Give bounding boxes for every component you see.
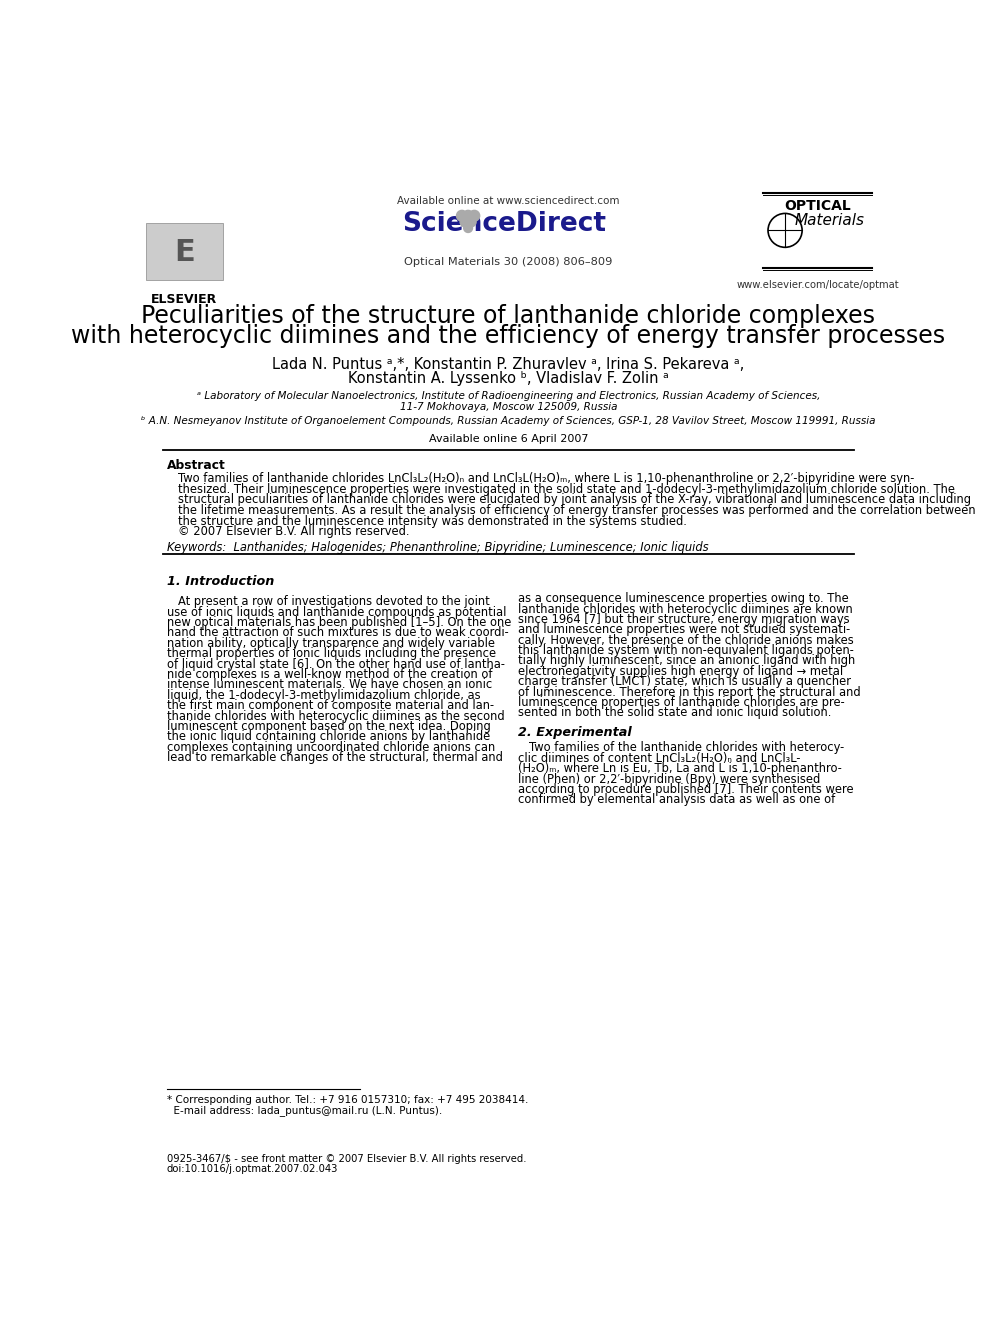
- Text: luminescent component based on the next idea. Doping: luminescent component based on the next …: [167, 720, 490, 733]
- Text: 2. Experimental: 2. Experimental: [518, 726, 632, 740]
- Text: this lanthanide system with non-equivalent ligands poten-: this lanthanide system with non-equivale…: [518, 644, 853, 658]
- Text: 0925-3467/$ - see front matter © 2007 Elsevier B.V. All rights reserved.: 0925-3467/$ - see front matter © 2007 El…: [167, 1155, 526, 1164]
- Text: Lada N. Puntus ᵃ,*, Konstantin P. Zhuravlev ᵃ, Irina S. Pekareva ᵃ,: Lada N. Puntus ᵃ,*, Konstantin P. Zhurav…: [272, 357, 745, 372]
- Bar: [146, 224, 223, 280]
- Text: since 1964 [7] but their structure, energy migration ways: since 1964 [7] but their structure, ener…: [518, 613, 849, 626]
- Text: * Corresponding author. Tel.: +7 916 0157310; fax: +7 495 2038414.: * Corresponding author. Tel.: +7 916 015…: [167, 1095, 528, 1105]
- Text: ᵇ A.N. Nesmeyanov Institute of Organoelement Compounds, Russian Academy of Scien: ᵇ A.N. Nesmeyanov Institute of Organoele…: [141, 415, 876, 426]
- Text: intense luminescent materials. We have chosen an ionic: intense luminescent materials. We have c…: [167, 679, 492, 692]
- Text: thermal properties of ionic liquids including the presence: thermal properties of ionic liquids incl…: [167, 647, 496, 660]
- Text: thanide chlorides with heterocyclic diimines as the second: thanide chlorides with heterocyclic diim…: [167, 709, 504, 722]
- Text: luminescence properties of lanthanide chlorides are pre-: luminescence properties of lanthanide ch…: [518, 696, 844, 709]
- Text: use of ionic liquids and lanthanide compounds as potential: use of ionic liquids and lanthanide comp…: [167, 606, 506, 619]
- Text: the lifetime measurements. As a result the analysis of efficiency of energy tran: the lifetime measurements. As a result t…: [179, 504, 976, 517]
- Point: [466, 205, 482, 226]
- Text: 11-7 Mokhovaya, Moscow 125009, Russia: 11-7 Mokhovaya, Moscow 125009, Russia: [400, 402, 617, 411]
- Text: Available online 6 April 2007: Available online 6 April 2007: [429, 434, 588, 443]
- Text: line (Phen) or 2,2′-bipyridine (Bpy) were synthesised: line (Phen) or 2,2′-bipyridine (Bpy) wer…: [518, 773, 820, 786]
- Text: new optical materials has been published [1–5]. On the one: new optical materials has been published…: [167, 617, 511, 628]
- Text: thesized. Their luminescence properties were investigated in the solid state and: thesized. Their luminescence properties …: [179, 483, 955, 496]
- Text: of liquid crystal state [6]. On the other hand use of lantha-: of liquid crystal state [6]. On the othe…: [167, 658, 505, 671]
- Text: Konstantin A. Lyssenko ᵇ, Vladislav F. Zolin ᵃ: Konstantin A. Lyssenko ᵇ, Vladislav F. Z…: [348, 372, 669, 386]
- Text: lead to remarkable changes of the structural, thermal and: lead to remarkable changes of the struct…: [167, 751, 503, 765]
- Text: Two families of lanthanide chlorides LnCl₃L₂(H₂O)ₙ and LnCl₃L(H₂O)ₘ, where L is : Two families of lanthanide chlorides LnC…: [179, 472, 915, 486]
- Text: according to procedure published [7]. Their contents were: according to procedure published [7]. Th…: [518, 783, 853, 796]
- Text: doi:10.1016/j.optmat.2007.02.043: doi:10.1016/j.optmat.2007.02.043: [167, 1164, 338, 1175]
- Text: At present a row of investigations devoted to the joint: At present a row of investigations devot…: [179, 595, 490, 609]
- Point: [457, 212, 473, 233]
- Text: charge transfer (LMCT) state, which is usually a quencher: charge transfer (LMCT) state, which is u…: [518, 675, 851, 688]
- Text: cally. However, the presence of the chloride anions makes: cally. However, the presence of the chlo…: [518, 634, 853, 647]
- Text: 1. Introduction: 1. Introduction: [167, 576, 274, 589]
- Text: as a consequence luminescence properties owing to. The: as a consequence luminescence properties…: [518, 593, 848, 605]
- Text: clic diimines of content LnCl₃L₂(H₂O)ₙ and LnCl₃L-: clic diimines of content LnCl₃L₂(H₂O)ₙ a…: [518, 751, 801, 765]
- Text: the ionic liquid containing chloride anions by lanthanide: the ionic liquid containing chloride ani…: [167, 730, 490, 744]
- Text: E-mail address: lada_puntus@mail.ru (L.N. Puntus).: E-mail address: lada_puntus@mail.ru (L.N…: [167, 1105, 441, 1117]
- Text: sented in both the solid state and ionic liquid solution.: sented in both the solid state and ionic…: [518, 706, 831, 720]
- Text: the first main component of composite material and lan-: the first main component of composite ma…: [167, 699, 494, 712]
- Text: Peculiarities of the structure of lanthanide chloride complexes: Peculiarities of the structure of lantha…: [142, 303, 875, 328]
- Text: Keywords:  Lanthanides; Halogenides; Phenanthroline; Bipyridine; Luminescence; I: Keywords: Lanthanides; Halogenides; Phen…: [167, 541, 708, 553]
- Text: of luminescence. Therefore in this report the structural and: of luminescence. Therefore in this repor…: [518, 685, 860, 699]
- Text: Optical Materials 30 (2008) 806–809: Optical Materials 30 (2008) 806–809: [404, 257, 613, 267]
- Text: Two families of the lanthanide chlorides with heterocy-: Two families of the lanthanide chlorides…: [530, 741, 844, 754]
- Point: [460, 205, 476, 226]
- Text: with heterocyclic diimines and the efficiency of energy transfer processes: with heterocyclic diimines and the effic…: [71, 324, 945, 348]
- Text: electronegativity supplies high energy of ligand → metal: electronegativity supplies high energy o…: [518, 665, 843, 677]
- Text: ᵃ Laboratory of Molecular Nanoelectronics, Institute of Radioengineering and Ele: ᵃ Laboratory of Molecular Nanoelectronic…: [196, 392, 820, 401]
- Text: lanthanide chlorides with heterocyclic diimines are known: lanthanide chlorides with heterocyclic d…: [518, 602, 852, 615]
- Text: Available online at www.sciencedirect.com: Available online at www.sciencedirect.co…: [397, 196, 620, 205]
- Text: ScienceDirect: ScienceDirect: [402, 212, 606, 237]
- Text: (H₂O)ₘ, where Ln is Eu, Tb, La and L is 1,10-phenanthro-: (H₂O)ₘ, where Ln is Eu, Tb, La and L is …: [518, 762, 841, 775]
- Text: nide complexes is a well-know method of the creation of: nide complexes is a well-know method of …: [167, 668, 492, 681]
- Text: structural peculiarities of lanthanide chlorides were elucidated by joint analys: structural peculiarities of lanthanide c…: [179, 493, 971, 507]
- Text: the structure and the luminescence intensity was demonstrated in the systems stu: the structure and the luminescence inten…: [179, 515, 687, 528]
- Point: [460, 217, 476, 238]
- Text: Materials: Materials: [795, 213, 864, 228]
- Text: tially highly luminescent, since an anionic ligand with high: tially highly luminescent, since an anio…: [518, 655, 855, 668]
- Text: OPTICAL: OPTICAL: [785, 198, 851, 213]
- Text: Abstract: Abstract: [167, 459, 225, 472]
- Text: confirmed by elemental analysis data as well as one of: confirmed by elemental analysis data as …: [518, 794, 835, 807]
- Text: www.elsevier.com/locate/optmat: www.elsevier.com/locate/optmat: [736, 280, 899, 291]
- Point: [463, 212, 479, 233]
- Text: and luminescence properties were not studied systemati-: and luminescence properties were not stu…: [518, 623, 850, 636]
- Text: nation ability, optically transparence and widely variable: nation ability, optically transparence a…: [167, 636, 495, 650]
- Text: complexes containing uncoordinated chloride anions can: complexes containing uncoordinated chlor…: [167, 741, 495, 754]
- Text: © 2007 Elsevier B.V. All rights reserved.: © 2007 Elsevier B.V. All rights reserved…: [179, 525, 410, 538]
- Text: E: E: [174, 238, 194, 267]
- Point: [454, 205, 470, 226]
- Text: hand the attraction of such mixtures is due to weak coordi-: hand the attraction of such mixtures is …: [167, 626, 508, 639]
- Text: ELSEVIER: ELSEVIER: [152, 292, 217, 306]
- Text: liquid, the 1-dodecyl-3-methylimidazolium chloride, as: liquid, the 1-dodecyl-3-methylimidazoliu…: [167, 689, 480, 701]
